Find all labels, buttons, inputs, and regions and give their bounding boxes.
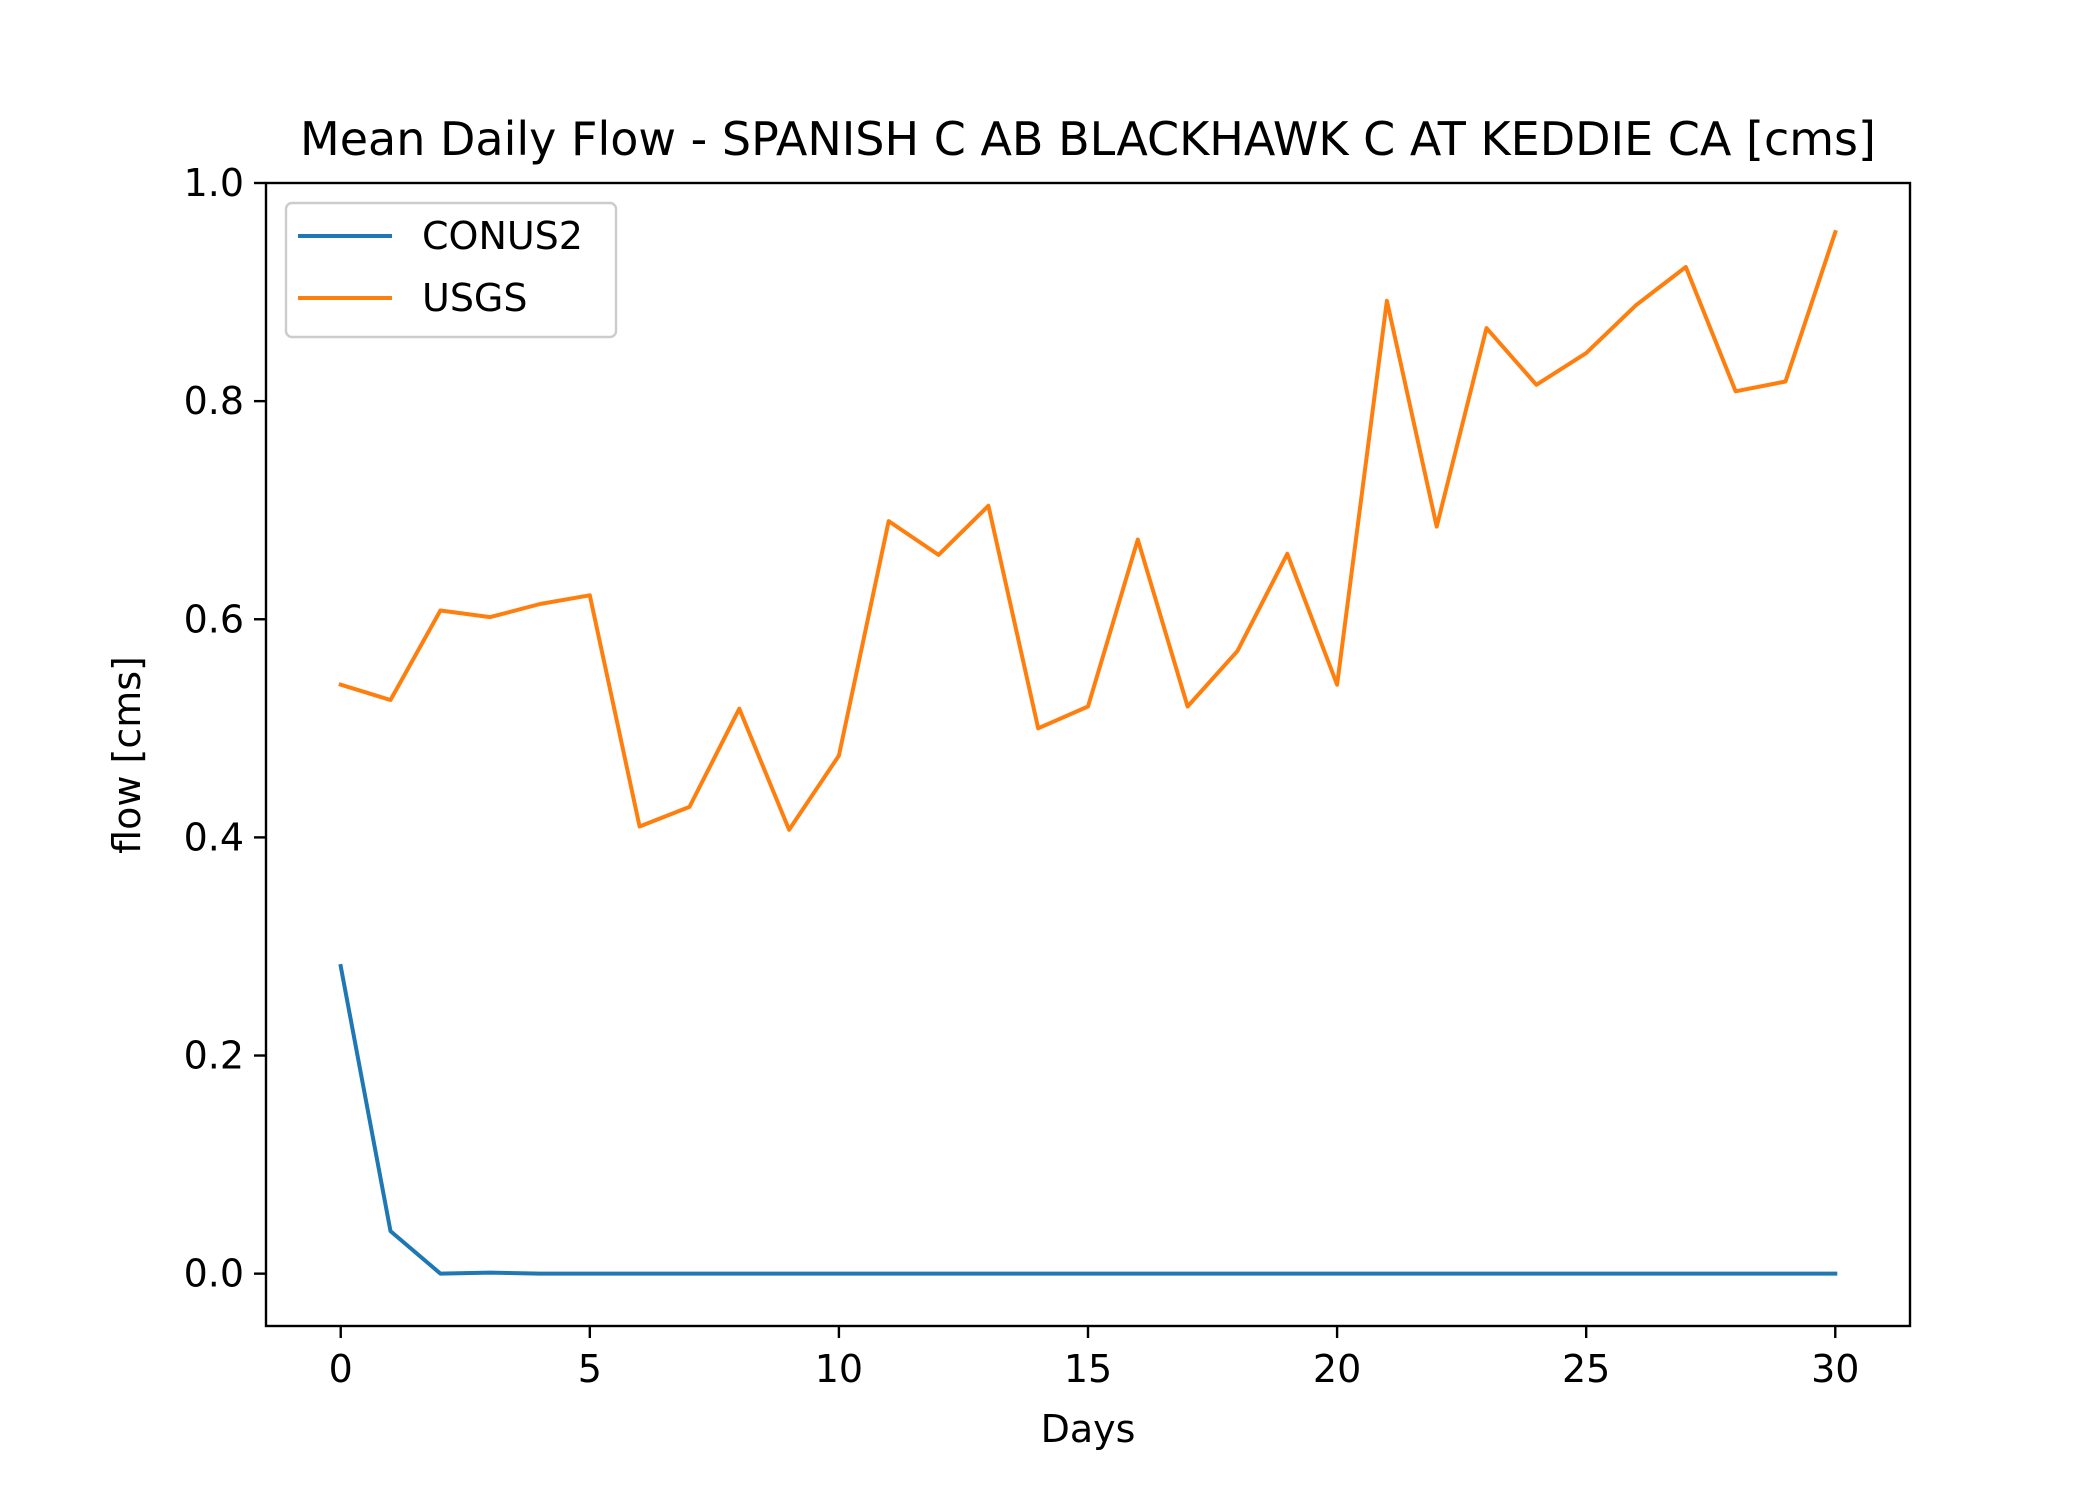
x-axis-title: Days: [1041, 1407, 1136, 1451]
x-tick-label: 5: [578, 1347, 602, 1391]
y-tick-label: 0.0: [184, 1252, 244, 1296]
y-tick-label: 0.4: [184, 815, 244, 859]
y-axis-title: flow [cms]: [105, 656, 149, 854]
y-tick-label: 0.8: [184, 379, 244, 423]
x-tick-label: 0: [329, 1347, 353, 1391]
x-tick-label: 30: [1811, 1347, 1859, 1391]
x-tick-label: 25: [1562, 1347, 1610, 1391]
y-tick-label: 0.2: [184, 1034, 244, 1078]
x-tick-label: 15: [1064, 1347, 1112, 1391]
x-axis: 0 5 10 15 20 25 30: [329, 1326, 1859, 1391]
series-line-usgs: [338, 229, 1838, 832]
y-tick-label: 1.0: [184, 161, 244, 205]
legend: CONUS2 USGS: [284, 201, 618, 339]
chart-title: Mean Daily Flow - SPANISH C AB BLACKHAWK…: [300, 112, 1876, 166]
series-line-conus2: [338, 963, 1838, 1276]
legend-label-conus2: CONUS2: [422, 214, 583, 258]
series-lines: [338, 229, 1838, 1276]
y-axis: 0.0 0.2 0.4 0.6 0.8 1.0: [184, 161, 266, 1296]
legend-label-usgs: USGS: [422, 276, 528, 320]
plot-area: [266, 183, 1910, 1326]
y-tick-label: 0.6: [184, 597, 244, 641]
x-tick-label: 20: [1313, 1347, 1361, 1391]
x-tick-label: 10: [815, 1347, 863, 1391]
